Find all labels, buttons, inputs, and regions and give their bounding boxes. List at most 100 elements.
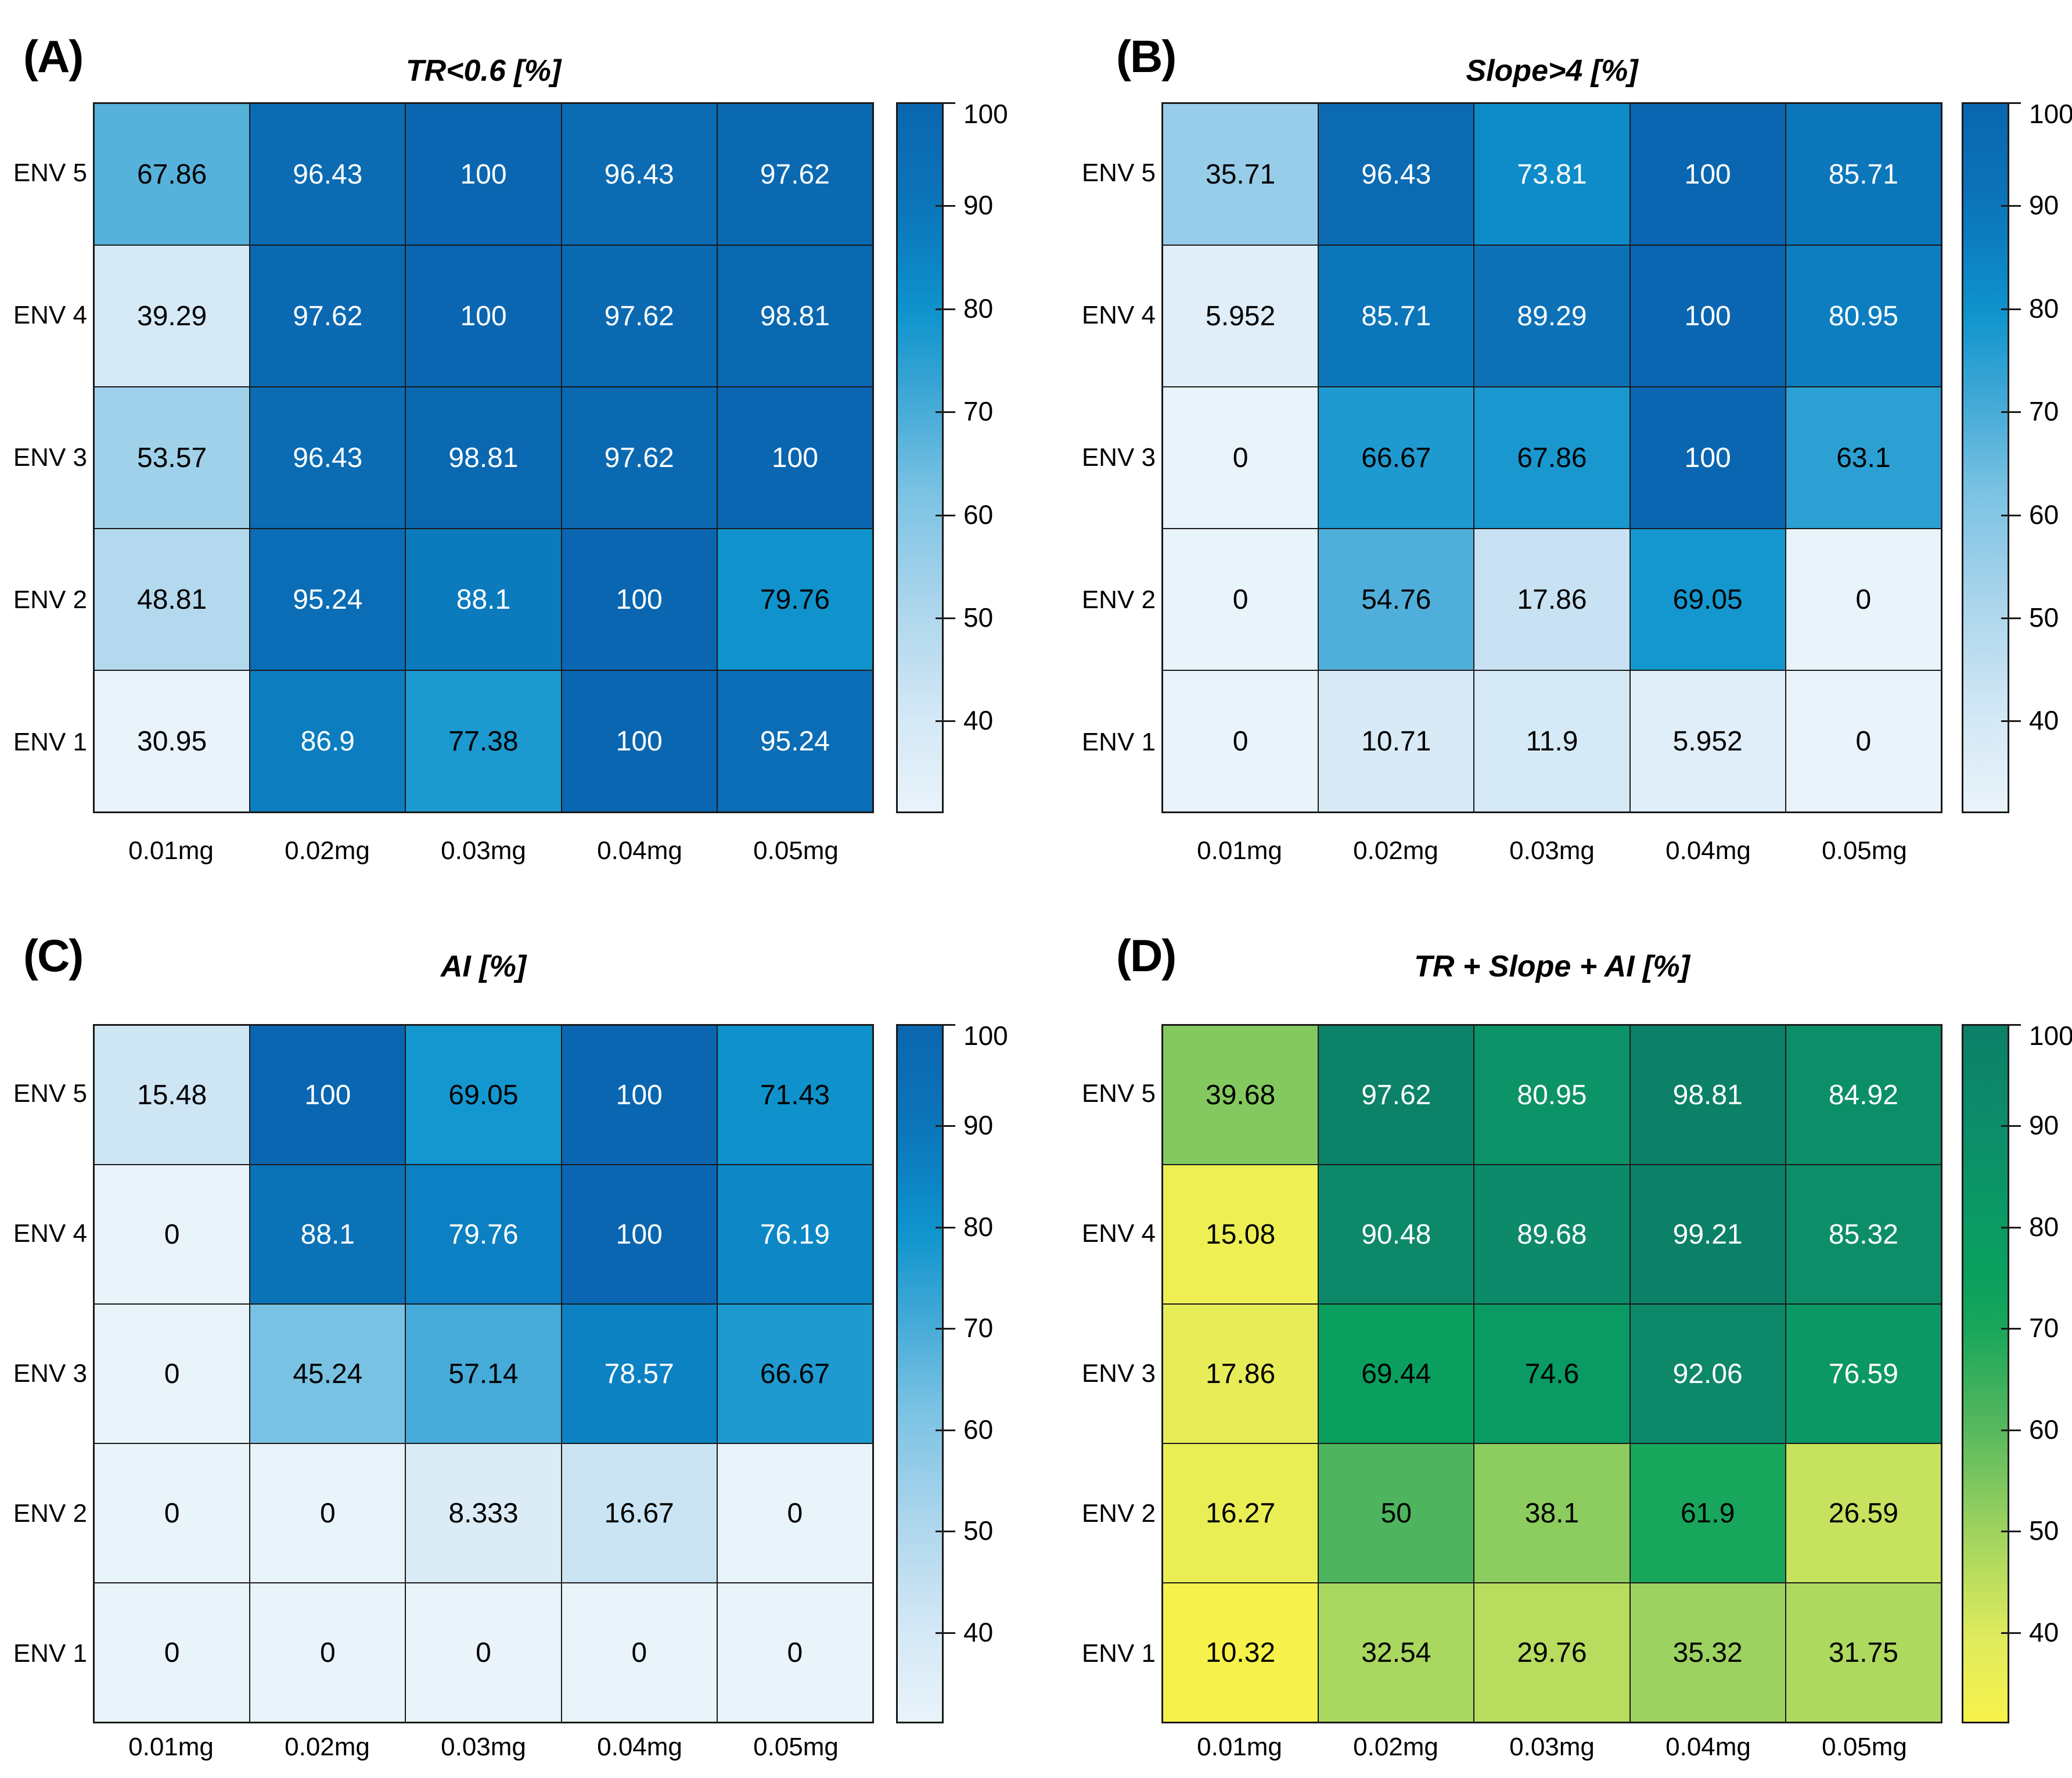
heatmap-cell: 89.68 (1474, 1165, 1629, 1303)
colorbar-tick (2001, 1429, 2021, 1431)
heatmap-cell: 97.62 (250, 246, 405, 386)
y-axis-label: ENV 5 (1081, 1079, 1156, 1108)
heatmap-cell: 100 (562, 529, 717, 670)
heatmap-cell: 0 (406, 1583, 561, 1722)
heatmap-cell: 95.24 (717, 671, 872, 811)
heatmap-cell: 0 (1786, 529, 1941, 670)
heatmap-cell: 8.333 (406, 1444, 561, 1582)
heatmap-cell: 0 (250, 1583, 405, 1722)
heatmap-cell: 88.1 (250, 1165, 405, 1303)
colorbar-tick (936, 1632, 955, 1634)
colorbar-tick (2001, 514, 2021, 516)
heatmap-cell: 96.43 (250, 387, 405, 528)
colorbar-tick-label: 70 (963, 1313, 994, 1344)
y-axis-label: ENV 1 (13, 727, 87, 756)
heatmap-cell: 84.92 (1786, 1026, 1941, 1164)
colorbar-tick (2001, 720, 2021, 723)
heatmap-cell: 100 (562, 671, 717, 811)
colorbar-tick-label: 80 (963, 1211, 994, 1242)
colorbar-tick (2001, 308, 2021, 310)
x-axis-label: 0.05mg (753, 836, 839, 865)
heatmap-cell: 92.06 (1630, 1305, 1785, 1443)
heatmap-cell: 0 (562, 1583, 717, 1722)
colorbar-tick-label: 60 (2029, 499, 2059, 530)
y-axis-label: ENV 3 (1081, 1359, 1156, 1388)
heatmap-cell: 67.86 (95, 104, 250, 245)
colorbar-tick (2001, 102, 2021, 104)
colorbar-tick-label: 90 (2029, 1110, 2059, 1141)
heatmap-cell: 74.6 (1474, 1305, 1629, 1443)
heatmap-grid: 39.68 97.62 80.95 98.81 84.92 15.08 90.48 89.68… (1161, 1024, 1942, 1723)
colorbar-tick (2001, 411, 2021, 414)
heatmap-cell: 76.19 (717, 1165, 872, 1303)
heatmap-cell: 80.95 (1786, 246, 1941, 386)
colorbar-tick-label: 50 (2029, 1515, 2059, 1546)
heatmap-cell: 100 (1630, 387, 1785, 528)
y-axis-label: ENV 3 (13, 443, 87, 472)
heatmap-cell: 0 (1786, 671, 1941, 811)
heatmap-cell: 100 (562, 1026, 717, 1164)
colorbar-tick (2001, 1226, 2021, 1229)
heatmap-cell: 88.1 (406, 529, 561, 670)
colorbar-tick (936, 1226, 955, 1229)
colorbar-tick (936, 720, 955, 723)
colorbar-tick-label: 60 (2029, 1414, 2059, 1445)
heatmap-cell: 77.38 (406, 671, 561, 811)
heatmap-cell: 11.9 (1474, 671, 1629, 811)
y-axis-label: ENV 4 (1081, 301, 1156, 330)
heatmap-cell: 85.71 (1786, 104, 1941, 245)
heatmap-cell: 96.43 (562, 104, 717, 245)
x-axis-label: 0.04mg (1665, 1733, 1751, 1761)
heatmap-cell: 0 (1163, 387, 1318, 528)
colorbar-tick (936, 1429, 955, 1431)
heatmap-cell: 96.43 (250, 104, 405, 245)
x-axis-label: 0.02mg (285, 836, 370, 865)
y-axis-label: ENV 2 (13, 1499, 87, 1528)
heatmap-cell: 85.71 (1319, 246, 1474, 386)
heatmap-cell: 96.43 (1319, 104, 1474, 245)
heatmap-cell: 0 (717, 1583, 872, 1722)
colorbar-tick-label: 100 (963, 1021, 1008, 1051)
heatmap-cell: 53.57 (95, 387, 250, 528)
heatmap-cell: 78.57 (562, 1305, 717, 1443)
colorbar (896, 102, 944, 813)
colorbar-tick-label: 100 (2029, 99, 2072, 129)
heatmap-cell: 61.9 (1630, 1444, 1785, 1582)
panel-title: TR + Slope + AI [%] (1414, 950, 1690, 983)
colorbar-tick-label: 60 (963, 499, 994, 530)
heatmap-cell: 73.81 (1474, 104, 1629, 245)
y-axis-label: ENV 1 (13, 1639, 87, 1668)
heatmap-cell: 10.71 (1319, 671, 1474, 811)
heatmap-cell: 30.95 (95, 671, 250, 811)
colorbar-tick-label: 50 (2029, 602, 2059, 633)
colorbar-tick-label: 40 (2029, 705, 2059, 736)
colorbar-tick (2001, 1024, 2021, 1026)
heatmap-cell: 85.32 (1786, 1165, 1941, 1303)
heatmap-cell: 79.76 (406, 1165, 561, 1303)
x-axis-label: 0.05mg (1822, 1733, 1907, 1761)
heatmap-cell: 39.29 (95, 246, 250, 386)
y-axis-label: ENV 5 (13, 1079, 87, 1108)
heatmap-cell: 0 (1163, 529, 1318, 670)
heatmap-cell: 5.952 (1163, 246, 1318, 386)
panel-label: (D) (1116, 930, 1177, 981)
heatmap-cell: 63.1 (1786, 387, 1941, 528)
heatmap-cell: 17.86 (1163, 1305, 1318, 1443)
y-axis-label: ENV 4 (13, 301, 87, 330)
y-axis-label: ENV 4 (1081, 1219, 1156, 1248)
panel-title: TR<0.6 [%] (405, 54, 562, 88)
heatmap-cell: 76.59 (1786, 1305, 1941, 1443)
colorbar-tick-label: 70 (963, 396, 994, 427)
heatmap-grid: 67.86 96.43 100 96.43 97.62 39.29 97.62 100 97.6… (93, 102, 874, 813)
y-axis-label: ENV 3 (1081, 443, 1156, 472)
colorbar-tick (936, 102, 955, 104)
heatmap-cell: 100 (1630, 246, 1785, 386)
colorbar (1962, 102, 2009, 813)
x-axis-label: 0.02mg (1353, 1733, 1438, 1761)
x-axis-label: 0.05mg (1822, 836, 1907, 865)
heatmap-cell: 80.95 (1474, 1026, 1629, 1164)
heatmap-cell: 38.1 (1474, 1444, 1629, 1582)
y-axis-label: ENV 2 (13, 585, 87, 614)
heatmap-cell: 66.67 (717, 1305, 872, 1443)
